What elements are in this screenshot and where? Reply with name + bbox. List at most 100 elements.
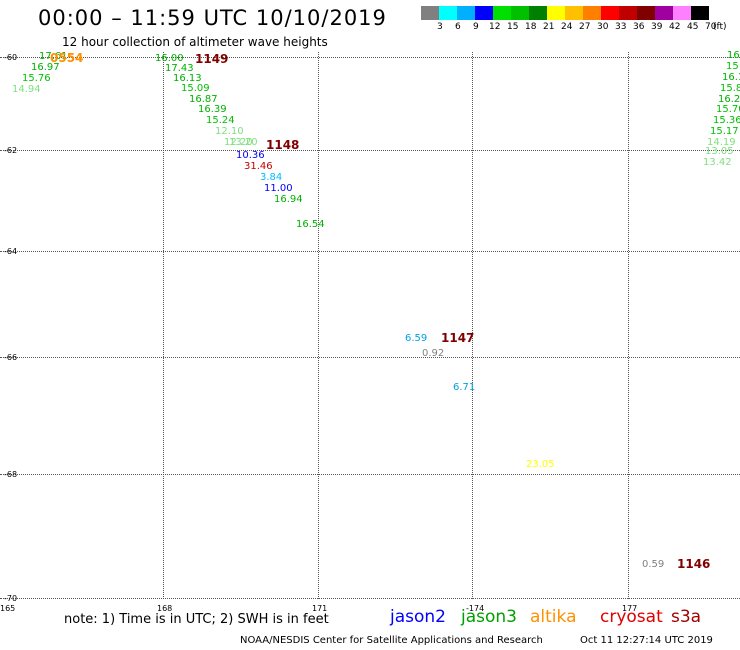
wave-height-value: 15.8 (720, 83, 740, 94)
color-scale-label: 30 (597, 22, 609, 32)
pass-time-label: 0554 (50, 51, 84, 65)
longitude-label: 177 (622, 604, 638, 613)
page-subtitle: 12 hour collection of altimeter wave hei… (62, 35, 328, 49)
color-swatch (547, 6, 565, 20)
color-scale-label: 36 (633, 22, 645, 32)
wave-height-value: 14.94 (12, 84, 41, 95)
wave-height-value: 16.13 (173, 73, 202, 84)
wave-height-value: 0.92 (422, 348, 445, 359)
color-swatch (421, 6, 439, 20)
latitude-gridline (0, 598, 740, 599)
wave-height-value: 16.1 (722, 72, 740, 83)
latitude-label: -60 (4, 53, 18, 62)
latitude-label: -68 (4, 470, 18, 479)
latitude-label: -66 (4, 353, 18, 362)
color-swatch (637, 6, 655, 20)
satellite-legend-s3a: s3a (671, 607, 702, 627)
color-scale-label: 27 (579, 22, 591, 32)
wave-height-value: 6.71 (453, 382, 476, 393)
satellite-legend-cryosat: cryosat (600, 607, 663, 627)
wave-height-value: 16.87 (189, 94, 218, 105)
color-scale-unit: (ft) (713, 22, 727, 32)
color-scale-label: 6 (455, 22, 461, 32)
color-scale-label: 9 (473, 22, 479, 32)
latitude-gridline (0, 357, 740, 358)
latitude-gridline (0, 150, 740, 151)
page-title: 00:00 – 11:59 UTC 10/10/2019 (38, 6, 387, 30)
longitude-label: 165 (0, 604, 16, 613)
wave-height-value: 17.43 (165, 63, 194, 74)
color-scale-label: 3 (437, 22, 443, 32)
longitude-label: -174 (466, 604, 485, 613)
latitude-gridline (0, 251, 740, 252)
color-scale-label: 70 (705, 22, 717, 32)
wave-height-value: 3.84 (260, 172, 283, 183)
wave-height-value: 15.70 (716, 104, 740, 115)
wave-height-value: 16.94 (274, 194, 303, 205)
color-swatch (439, 6, 457, 20)
footer-credit: NOAA/NESDIS Center for Satellite Applica… (240, 635, 543, 646)
wave-height-value: 11.00 (264, 183, 293, 194)
latitude-gridline (0, 57, 740, 58)
pass-time-label: 1147 (441, 331, 475, 345)
longitude-label: 171 (312, 604, 328, 613)
satellite-legend-jason2: jason2 (390, 607, 446, 627)
wave-height-value: 15.17 (710, 126, 739, 137)
wave-height-value: 15.24 (206, 115, 235, 126)
wave-height-value: 13.05 (705, 146, 734, 157)
wave-height-value: 15 (726, 61, 739, 72)
wave-height-value: 16.39 (198, 104, 227, 115)
color-swatch (475, 6, 493, 20)
longitude-gridline (472, 52, 473, 599)
color-swatch (511, 6, 529, 20)
latitude-gridline (0, 474, 740, 475)
color-swatch (673, 6, 691, 20)
color-scale-label: 45 (687, 22, 699, 32)
wave-height-value: 31.46 (244, 161, 273, 172)
wave-height-value: 12.20 (224, 137, 253, 148)
color-scale-legend (421, 6, 709, 20)
wave-height-value: 16.2 (718, 94, 740, 105)
wave-height-value: 15.36 (713, 115, 740, 126)
color-swatch (601, 6, 619, 20)
color-scale-label: 15 (507, 22, 519, 32)
wave-height-value: 16.00 (155, 53, 184, 64)
wave-height-value: 17.61 (39, 51, 68, 62)
wave-height-value: 13.42 (703, 157, 732, 168)
satellite-legend-jason3: jason3 (461, 607, 517, 627)
color-scale-label: 24 (561, 22, 573, 32)
wave-height-value: 15.09 (181, 83, 210, 94)
latitude-label: -64 (4, 247, 18, 256)
wave-height-value: 23.05 (526, 459, 555, 470)
pass-time-label: 1146 (677, 557, 711, 571)
wave-height-value: 16.97 (31, 62, 60, 73)
wave-height-value: 14.19 (707, 137, 736, 148)
longitude-gridline (318, 52, 319, 599)
footer-timestamp: Oct 11 12:27:14 UTC 2019 (580, 635, 713, 646)
latitude-label: -70 (4, 594, 18, 603)
color-scale-label: 21 (543, 22, 555, 32)
color-swatch (583, 6, 601, 20)
wave-height-value: 12.10 (215, 126, 244, 137)
wave-height-value: 16.54 (296, 219, 325, 230)
color-swatch (493, 6, 511, 20)
color-scale-label: 33 (615, 22, 627, 32)
color-swatch (655, 6, 673, 20)
color-swatch (565, 6, 583, 20)
footer-note: note: 1) Time is in UTC; 2) SWH is in fe… (64, 612, 329, 627)
pass-time-label: 1148 (266, 138, 300, 152)
wave-height-value: 6.59 (405, 333, 428, 344)
longitude-label: 168 (157, 604, 173, 613)
satellite-legend-altika: altika (530, 607, 577, 627)
wave-height-value: 13.20 (229, 137, 258, 148)
longitude-gridline (628, 52, 629, 599)
pass-time-label: 1149 (195, 52, 229, 66)
wave-height-value: 16 (727, 50, 740, 61)
color-scale-label: 18 (525, 22, 537, 32)
color-scale-label: 12 (489, 22, 501, 32)
latitude-label: -62 (4, 146, 18, 155)
wave-height-value: 0.59 (642, 559, 665, 570)
color-swatch (529, 6, 547, 20)
color-swatch (691, 6, 709, 20)
color-scale-label: 42 (669, 22, 681, 32)
